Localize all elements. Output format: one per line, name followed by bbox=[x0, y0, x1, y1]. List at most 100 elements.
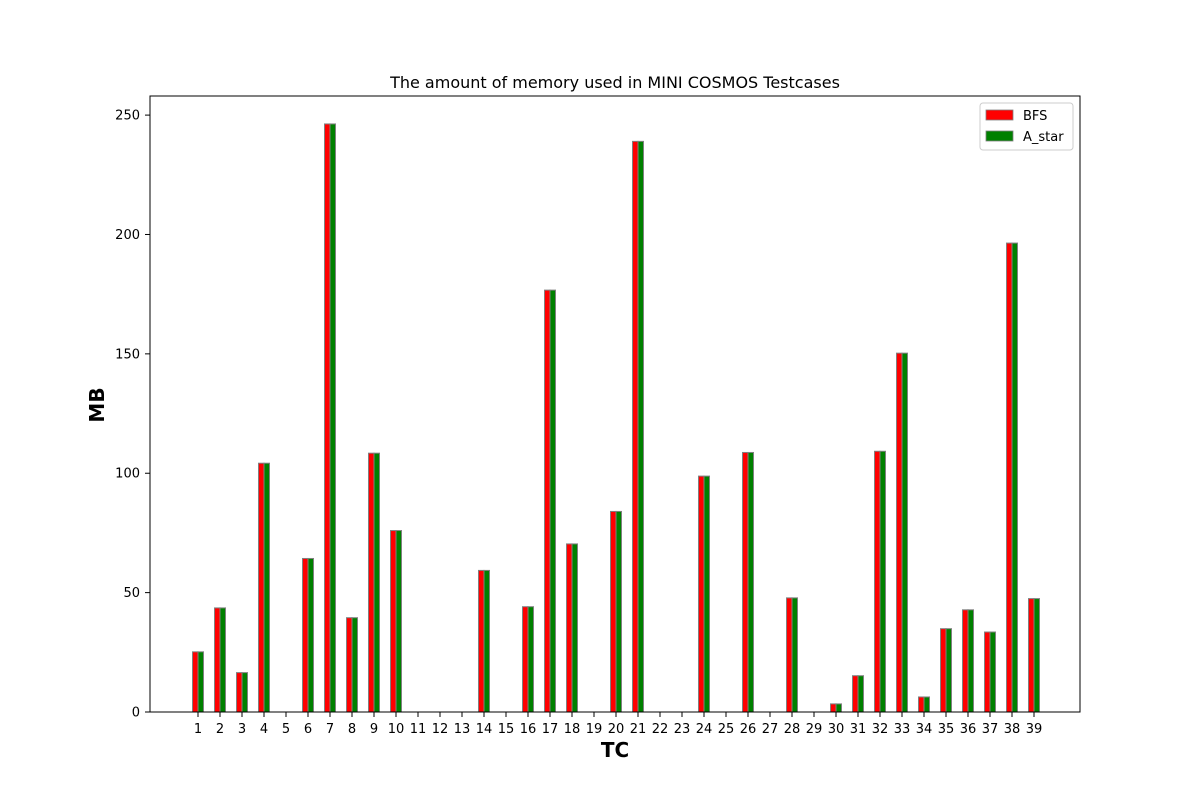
legend-swatch-bfs bbox=[985, 109, 1014, 121]
bar-a-star-tc-38 bbox=[1011, 242, 1018, 713]
bar-a-star-tc-10 bbox=[395, 530, 402, 713]
y-tick-label: 200 bbox=[115, 228, 140, 243]
x-tick-label: 14 bbox=[476, 722, 493, 737]
x-tick-label: 9 bbox=[370, 722, 378, 737]
bar-a-star-tc-35 bbox=[945, 628, 952, 713]
bar-a-star-tc-28 bbox=[791, 597, 798, 713]
bar-bfs-tc-28 bbox=[786, 597, 793, 713]
y-axis-ticks: 0 50 100 150 200 250 bbox=[115, 109, 150, 721]
bar-a-star-tc-31 bbox=[857, 675, 864, 713]
bar-a-star-tc-2 bbox=[219, 607, 226, 713]
x-tick-label: 22 bbox=[652, 722, 669, 737]
x-tick-label: 8 bbox=[348, 722, 356, 737]
bar-bfs-tc-7 bbox=[324, 123, 331, 713]
bar-bfs-tc-35 bbox=[940, 628, 947, 713]
bar-a-star-tc-30 bbox=[835, 703, 842, 713]
bar-bfs-tc-38 bbox=[1006, 242, 1013, 713]
y-tick-label: 0 bbox=[132, 706, 140, 721]
x-axis-label: TC bbox=[601, 738, 629, 762]
x-tick-label: 16 bbox=[520, 722, 537, 737]
bar-a-star-tc-7 bbox=[329, 123, 336, 713]
x-tick-label: 3 bbox=[238, 722, 246, 737]
x-tick-label: 32 bbox=[872, 722, 889, 737]
x-tick-label: 30 bbox=[828, 722, 845, 737]
bar-bfs-tc-4 bbox=[258, 462, 265, 713]
x-tick-label: 34 bbox=[916, 722, 933, 737]
x-tick-label: 29 bbox=[806, 722, 823, 737]
bar-bfs-tc-26 bbox=[742, 451, 749, 713]
legend-label-a-star: A_star bbox=[1023, 130, 1064, 145]
bar-bfs-tc-36 bbox=[962, 609, 969, 713]
x-tick-label: 20 bbox=[608, 722, 625, 737]
plot-frame bbox=[149, 95, 1081, 713]
x-tick-label: 26 bbox=[740, 722, 757, 737]
x-tick-label: 7 bbox=[326, 722, 334, 737]
legend-swatch-a-star bbox=[985, 130, 1014, 142]
bar-bfs-tc-24 bbox=[698, 475, 705, 713]
legend: BFS A_star bbox=[979, 102, 1074, 151]
bar-bfs-tc-30 bbox=[830, 703, 837, 713]
bar-bfs-tc-1 bbox=[192, 651, 199, 713]
bar-a-star-tc-36 bbox=[967, 609, 974, 713]
bar-bfs-tc-9 bbox=[368, 452, 375, 713]
bar-a-star-tc-6 bbox=[307, 557, 314, 713]
bar-a-star-tc-21 bbox=[637, 140, 644, 713]
bar-bfs-tc-16 bbox=[522, 606, 529, 713]
x-tick-label: 21 bbox=[630, 722, 647, 737]
x-tick-label: 24 bbox=[696, 722, 713, 737]
x-tick-label: 37 bbox=[982, 722, 999, 737]
bar-a-star-tc-9 bbox=[373, 452, 380, 713]
bar-bfs-tc-31 bbox=[852, 675, 859, 713]
bar-a-star-tc-34 bbox=[923, 696, 930, 713]
x-tick-label: 25 bbox=[718, 722, 735, 737]
chart-title: The amount of memory used in MINI COSMOS… bbox=[389, 73, 840, 92]
x-tick-label: 11 bbox=[410, 722, 427, 737]
bar-a-star-tc-17 bbox=[549, 289, 556, 713]
bar-a-star-tc-24 bbox=[703, 475, 710, 713]
bar-bfs-tc-20 bbox=[610, 510, 617, 713]
bar-bfs-tc-37 bbox=[984, 631, 991, 713]
x-tick-label: 5 bbox=[282, 722, 290, 737]
bar-a-star-tc-32 bbox=[879, 450, 886, 713]
y-axis-label: MB bbox=[85, 387, 109, 422]
y-tick-label: 100 bbox=[115, 467, 140, 482]
bar-bfs-tc-39 bbox=[1028, 598, 1035, 713]
y-tick-label: 250 bbox=[115, 109, 140, 124]
bar-bfs-tc-34 bbox=[918, 696, 925, 713]
bar-bfs-tc-17 bbox=[544, 289, 551, 713]
x-tick-label: 1 bbox=[194, 722, 202, 737]
bar-bfs-tc-2 bbox=[214, 607, 221, 713]
x-tick-label: 18 bbox=[564, 722, 581, 737]
bar-bfs-tc-10 bbox=[390, 530, 397, 713]
x-tick-label: 2 bbox=[216, 722, 224, 737]
x-tick-label: 31 bbox=[850, 722, 867, 737]
bar-a-star-tc-8 bbox=[351, 617, 358, 713]
x-tick-label: 6 bbox=[304, 722, 312, 737]
x-tick-label: 4 bbox=[260, 722, 268, 737]
x-tick-label: 33 bbox=[894, 722, 911, 737]
x-tick-label: 39 bbox=[1026, 722, 1043, 737]
x-tick-label: 17 bbox=[542, 722, 559, 737]
x-tick-label: 12 bbox=[432, 722, 449, 737]
x-tick-label: 10 bbox=[388, 722, 405, 737]
y-tick-label: 150 bbox=[115, 347, 140, 362]
bar-a-star-tc-3 bbox=[241, 672, 248, 713]
x-tick-label: 35 bbox=[938, 722, 955, 737]
x-tick-label: 13 bbox=[454, 722, 471, 737]
bar-a-star-tc-26 bbox=[747, 451, 754, 713]
bar-bfs-tc-6 bbox=[302, 557, 309, 713]
x-tick-label: 28 bbox=[784, 722, 801, 737]
x-tick-label: 27 bbox=[762, 722, 779, 737]
x-tick-label: 38 bbox=[1004, 722, 1021, 737]
bar-a-star-tc-16 bbox=[527, 606, 534, 713]
x-axis-ticks: 1 2 3 4 5 6 7 8 9 10 11 12 13 14 15 16 17 18 19 20 21 22 23 24 2… bbox=[194, 712, 1042, 737]
bar-bfs-tc-18 bbox=[566, 543, 573, 713]
bar-bfs-tc-14 bbox=[478, 569, 485, 713]
x-tick-label: 23 bbox=[674, 722, 691, 737]
bar-a-star-tc-1 bbox=[197, 651, 204, 713]
bar-bfs-tc-32 bbox=[874, 450, 881, 713]
x-tick-label: 15 bbox=[498, 722, 515, 737]
bar-a-star-tc-33 bbox=[901, 352, 908, 713]
y-tick-label: 50 bbox=[123, 586, 140, 601]
